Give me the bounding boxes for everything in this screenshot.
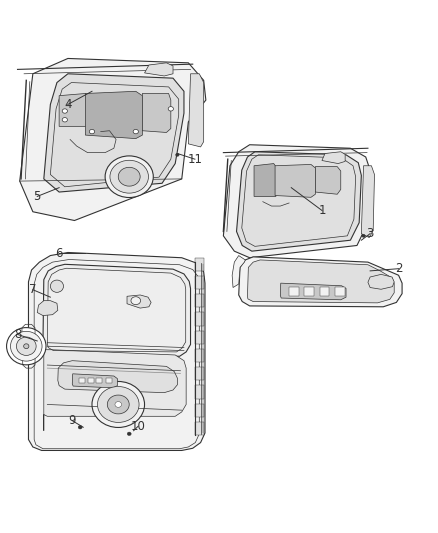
Text: 6: 6 (55, 247, 63, 260)
Bar (195, 331, 204, 344)
Bar (335, 287, 345, 296)
Polygon shape (28, 253, 205, 450)
Bar (195, 276, 204, 289)
Ellipse shape (176, 154, 179, 156)
Ellipse shape (62, 118, 67, 122)
Bar (195, 312, 204, 326)
Ellipse shape (110, 160, 148, 193)
Polygon shape (37, 301, 58, 316)
Polygon shape (58, 361, 177, 393)
Text: 8: 8 (14, 328, 21, 341)
Polygon shape (59, 93, 88, 126)
Ellipse shape (7, 328, 46, 365)
Polygon shape (43, 264, 191, 356)
Bar (304, 287, 314, 296)
Polygon shape (188, 74, 204, 147)
Polygon shape (20, 59, 206, 221)
Ellipse shape (118, 167, 140, 186)
Ellipse shape (62, 109, 67, 113)
Polygon shape (127, 295, 151, 308)
Polygon shape (239, 257, 402, 307)
Ellipse shape (11, 332, 42, 361)
Polygon shape (85, 91, 142, 139)
Bar (195, 349, 204, 362)
Text: 9: 9 (68, 414, 76, 427)
Bar (195, 294, 204, 308)
Bar (96, 378, 102, 383)
Polygon shape (280, 283, 346, 300)
Ellipse shape (168, 107, 173, 111)
Polygon shape (275, 165, 315, 197)
Polygon shape (44, 350, 186, 431)
Ellipse shape (107, 395, 129, 414)
Polygon shape (368, 274, 394, 289)
Polygon shape (361, 166, 374, 238)
Text: 4: 4 (64, 98, 72, 111)
Polygon shape (145, 63, 173, 76)
Bar (106, 378, 112, 383)
Ellipse shape (89, 130, 95, 134)
Text: 5: 5 (34, 190, 41, 203)
Text: 3: 3 (367, 227, 374, 240)
Ellipse shape (127, 432, 131, 435)
Bar (195, 258, 204, 271)
Bar (289, 287, 299, 296)
Text: 11: 11 (187, 152, 202, 166)
Bar (195, 403, 204, 417)
Bar (195, 367, 204, 381)
Polygon shape (237, 152, 361, 251)
Polygon shape (232, 255, 245, 287)
Polygon shape (315, 167, 341, 194)
Ellipse shape (24, 344, 29, 349)
Bar (320, 287, 329, 296)
Bar (88, 378, 94, 383)
Ellipse shape (131, 297, 141, 304)
Polygon shape (72, 374, 117, 388)
Text: 10: 10 (131, 420, 145, 433)
Ellipse shape (92, 382, 145, 427)
Ellipse shape (78, 425, 82, 429)
Polygon shape (44, 74, 184, 192)
Bar (79, 378, 85, 383)
Ellipse shape (362, 235, 365, 237)
Polygon shape (254, 164, 276, 197)
Bar (195, 385, 204, 399)
Text: 2: 2 (395, 262, 403, 275)
Polygon shape (322, 152, 345, 164)
Ellipse shape (16, 337, 36, 356)
Polygon shape (223, 145, 370, 258)
Text: 7: 7 (29, 283, 37, 296)
Ellipse shape (50, 280, 64, 292)
Polygon shape (247, 260, 394, 303)
Ellipse shape (105, 156, 153, 198)
Ellipse shape (115, 402, 121, 407)
Bar (195, 422, 204, 435)
Ellipse shape (133, 130, 138, 134)
Ellipse shape (97, 386, 139, 423)
Polygon shape (142, 93, 171, 133)
Text: 1: 1 (318, 204, 326, 217)
